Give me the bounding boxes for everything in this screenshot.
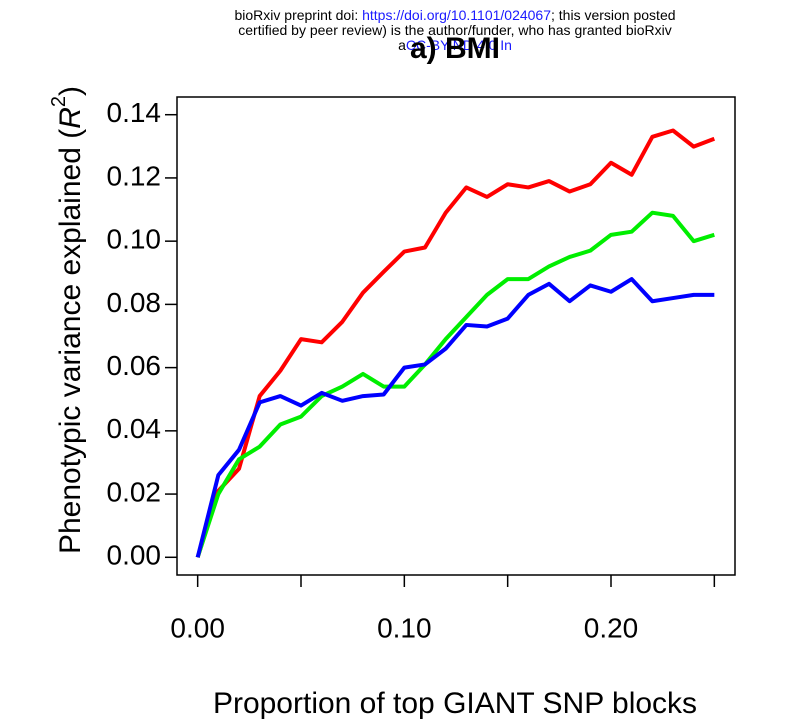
x-tick-label: 0.00 <box>170 612 225 643</box>
y-label-close: ) <box>54 86 87 96</box>
chart-title: a) BMI <box>410 32 500 65</box>
watermark-text: ; this version posted <box>551 7 676 23</box>
watermark-text: https://doi.org/10.1101/024067 <box>362 7 551 23</box>
watermark-text: CC-BY-ND 4.0 In <box>406 37 512 53</box>
series-line <box>195 128 716 558</box>
series-line <box>195 210 715 558</box>
x-tick-label: 0.10 <box>377 612 432 643</box>
watermark-text: bioRxiv preprint doi: <box>234 7 362 23</box>
watermark-text: certified by peer review) is the author/… <box>238 22 671 38</box>
y-axis-label: Phenotypic variance explained (R2) <box>48 86 87 554</box>
y-tick-label: 0.10 <box>107 224 162 255</box>
y-tick-label: 0.00 <box>107 540 162 571</box>
y-label-symbol: R <box>54 107 87 129</box>
y-label-superscript: 2 <box>48 96 70 107</box>
x-tick-label: 0.20 <box>584 612 639 643</box>
y-tick-label: 0.06 <box>107 350 162 381</box>
y-tick-label: 0.14 <box>107 97 162 128</box>
y-tick-label: 0.12 <box>107 160 162 191</box>
y-tick-label: 0.04 <box>107 413 162 444</box>
x-axis-label: Proportion of top GIANT SNP blocks <box>213 687 697 720</box>
y-tick-label: 0.08 <box>107 287 162 318</box>
watermark: bioRxiv preprint doi: https://doi.org/10… <box>234 7 675 53</box>
series-line <box>195 277 715 558</box>
watermark-text: a <box>398 37 406 53</box>
y-tick-label: 0.02 <box>107 476 162 507</box>
y-label-text: Phenotypic variance explained ( <box>54 129 87 554</box>
plot-frame <box>176 96 736 576</box>
